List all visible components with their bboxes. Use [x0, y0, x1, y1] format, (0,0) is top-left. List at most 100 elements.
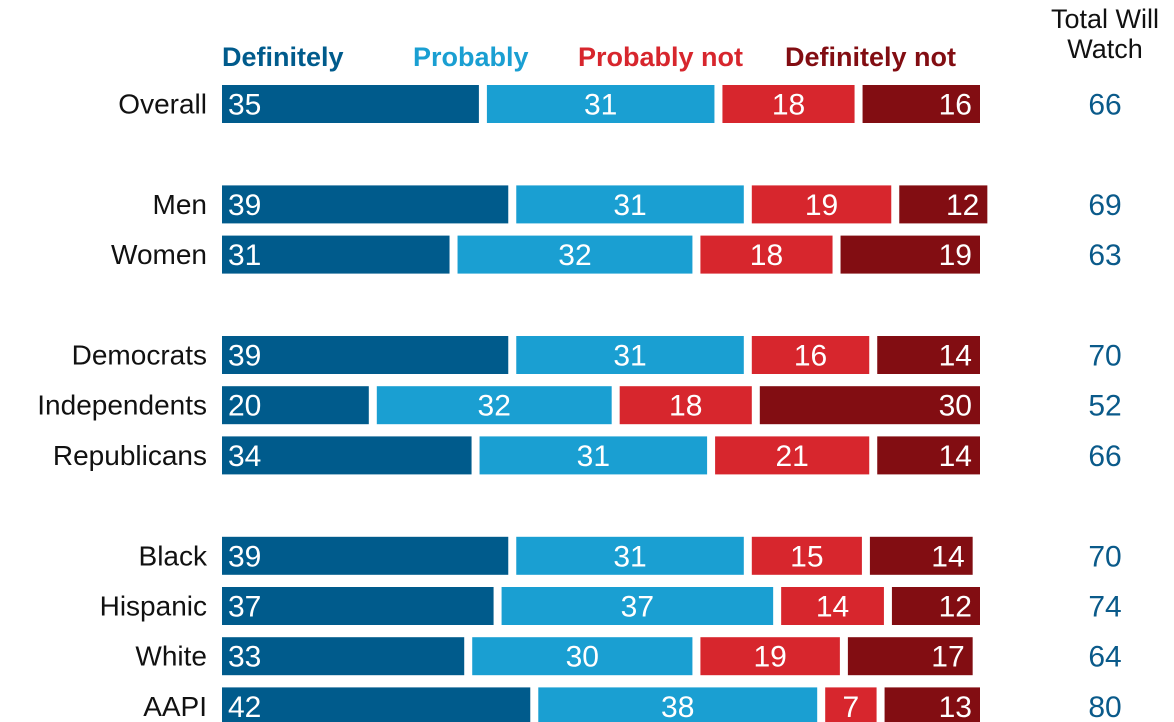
- value-label: 38: [661, 691, 694, 722]
- total-label: 52: [1088, 390, 1121, 423]
- value-label: 19: [805, 189, 838, 222]
- value-label: 14: [931, 540, 964, 573]
- bar-segment: [715, 436, 870, 475]
- bar-segment: [516, 536, 744, 575]
- value-label: 30: [566, 641, 599, 674]
- bar-segment: [222, 336, 509, 374]
- bar-segment: [884, 687, 980, 722]
- category-label: Overall: [118, 89, 207, 120]
- total-label: 70: [1088, 340, 1121, 373]
- category-label: White: [135, 641, 207, 672]
- bar-segment: [619, 386, 752, 425]
- value-label: 31: [613, 189, 646, 222]
- bar-segment: [751, 536, 862, 575]
- bar-segment: [869, 536, 973, 575]
- total-label: 69: [1088, 189, 1121, 222]
- category-label: Black: [139, 540, 208, 571]
- value-label: 14: [816, 591, 849, 624]
- total-label: 74: [1088, 591, 1121, 624]
- legend-label: Definitely not: [785, 42, 956, 72]
- bar-segment: [376, 386, 612, 425]
- value-label: 12: [939, 591, 972, 624]
- value-label: 14: [939, 440, 972, 473]
- value-label: 35: [228, 89, 261, 122]
- value-label: 19: [939, 239, 972, 272]
- bar-segment: [222, 436, 472, 475]
- value-label: 16: [939, 89, 972, 122]
- value-label: 39: [228, 340, 261, 373]
- bar-segment: [781, 587, 884, 625]
- value-label: 20: [228, 390, 261, 423]
- category-label: Independents: [37, 390, 207, 421]
- bar-segment: [759, 386, 980, 425]
- bar-segment: [516, 185, 744, 224]
- bar-segment: [457, 235, 693, 274]
- bar-segment: [891, 587, 980, 625]
- category-label: AAPI: [143, 691, 207, 722]
- bar-segment: [501, 587, 774, 625]
- category-label: Hispanic: [100, 591, 207, 622]
- bar-segment: [722, 85, 855, 123]
- total-label: 70: [1088, 540, 1121, 573]
- total-label: 80: [1088, 691, 1121, 722]
- value-label: 31: [584, 89, 617, 122]
- total-label: 66: [1088, 89, 1121, 122]
- total-label: 63: [1088, 239, 1121, 272]
- legend-label: Definitely: [222, 42, 344, 72]
- value-label: 34: [228, 440, 261, 473]
- value-label: 37: [621, 591, 654, 624]
- bar-segment: [840, 235, 980, 274]
- category-label: Democrats: [72, 340, 207, 371]
- bar-segment: [222, 536, 509, 575]
- bar-segment: [700, 637, 840, 676]
- value-label: 16: [794, 340, 827, 373]
- value-label: 37: [228, 591, 261, 624]
- value-label: 31: [613, 540, 646, 573]
- bar-segment: [222, 637, 465, 676]
- category-label: Women: [111, 239, 207, 270]
- value-label: 13: [939, 691, 972, 722]
- bar-segment: [516, 336, 744, 374]
- value-label: 14: [939, 340, 972, 373]
- value-label: 19: [753, 641, 786, 674]
- value-label: 12: [946, 189, 979, 222]
- legend-label: Probably not: [578, 42, 743, 72]
- bar-segment: [222, 386, 369, 425]
- category-label: Men: [153, 189, 207, 220]
- value-label: 17: [931, 641, 964, 674]
- bar-segment: [700, 235, 833, 274]
- bar-segment: [222, 687, 531, 722]
- bar-segment: [222, 85, 479, 123]
- bar-segment: [472, 637, 693, 676]
- value-label: 30: [939, 390, 972, 423]
- total-label: 66: [1088, 440, 1121, 473]
- value-label: 18: [772, 89, 805, 122]
- bar-segment: [222, 235, 450, 274]
- totals-header: Total Will Watch: [1050, 4, 1159, 64]
- bar-segment: [899, 185, 988, 224]
- bar-segment: [538, 687, 818, 722]
- bar-segment: [751, 185, 892, 224]
- value-label: 31: [228, 239, 261, 272]
- bar-segment: [877, 336, 980, 374]
- value-label: 32: [558, 239, 591, 272]
- bar-segment: [877, 436, 980, 475]
- value-label: 39: [228, 540, 261, 573]
- bar-segment: [222, 185, 509, 224]
- value-label: 32: [478, 390, 511, 423]
- value-label: 31: [577, 440, 610, 473]
- category-label: Republicans: [53, 440, 207, 471]
- value-label: 39: [228, 189, 261, 222]
- legend-label: Probably: [413, 42, 529, 72]
- value-label: 15: [790, 540, 823, 573]
- bar-segment: [862, 85, 980, 123]
- value-label: 21: [775, 440, 808, 473]
- bar-segment: [222, 587, 494, 625]
- total-label: 64: [1088, 641, 1121, 674]
- value-label: 7: [843, 691, 860, 722]
- bar-segment: [479, 436, 708, 475]
- value-label: 18: [669, 390, 702, 423]
- value-label: 33: [228, 641, 261, 674]
